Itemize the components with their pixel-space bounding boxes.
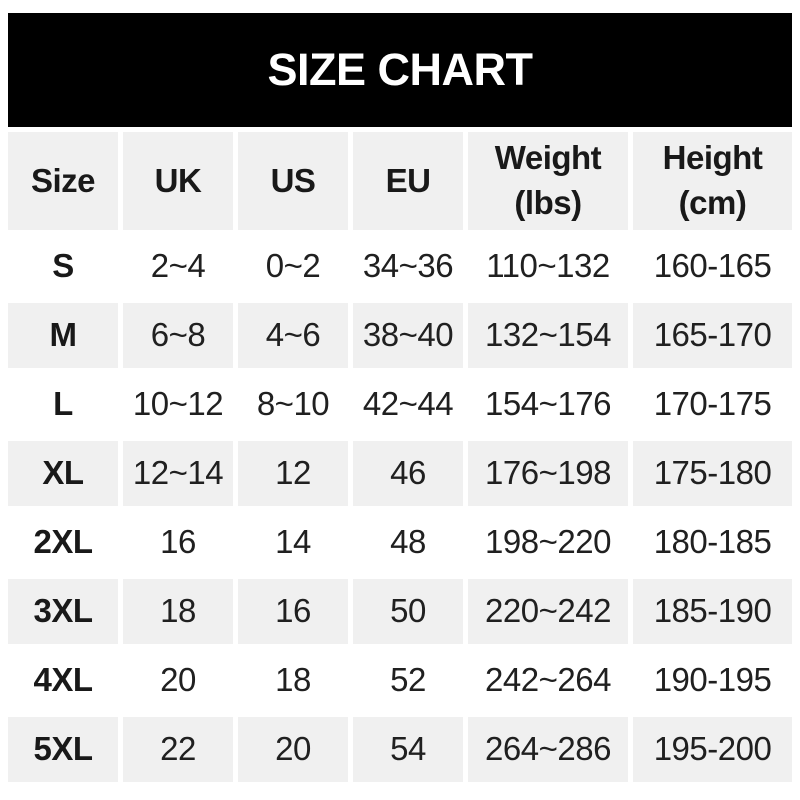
- cell-4xl-height-cm: 190-195: [633, 648, 792, 713]
- row-label-2xl: 2XL: [8, 510, 118, 575]
- cell-5xl-us: 20: [238, 717, 348, 782]
- cell-s-us: 0~2: [238, 234, 348, 299]
- row-label-s: S: [8, 234, 118, 299]
- cell-xl-weight-lbs: 176~198: [468, 441, 628, 506]
- column-header-height-cm: Height (cm): [633, 132, 792, 230]
- row-label-m: M: [8, 303, 118, 368]
- cell-2xl-height-cm: 180-185: [633, 510, 792, 575]
- cell-xl-eu: 46: [353, 441, 463, 506]
- cell-s-uk: 2~4: [123, 234, 233, 299]
- cell-3xl-weight-lbs: 220~242: [468, 579, 628, 644]
- cell-3xl-height-cm: 185-190: [633, 579, 792, 644]
- column-header-uk: UK: [123, 132, 233, 230]
- cell-5xl-weight-lbs: 264~286: [468, 717, 628, 782]
- cell-m-weight-lbs: 132~154: [468, 303, 628, 368]
- cell-5xl-height-cm: 195-200: [633, 717, 792, 782]
- cell-4xl-weight-lbs: 242~264: [468, 648, 628, 713]
- cell-l-weight-lbs: 154~176: [468, 372, 628, 437]
- row-label-5xl: 5XL: [8, 717, 118, 782]
- size-chart-title: SIZE CHART: [267, 44, 534, 95]
- cell-l-uk: 10~12: [123, 372, 233, 437]
- cell-xl-uk: 12~14: [123, 441, 233, 506]
- cell-m-eu: 38~40: [353, 303, 463, 368]
- row-label-4xl: 4XL: [8, 648, 118, 713]
- cell-2xl-eu: 48: [353, 510, 463, 575]
- cell-3xl-us: 16: [238, 579, 348, 644]
- cell-l-height-cm: 170-175: [633, 372, 792, 437]
- cell-s-eu: 34~36: [353, 234, 463, 299]
- size-chart-page: SIZE CHART Size UK US EU Weight (lbs) Height …: [8, 13, 792, 782]
- row-label-xl: XL: [8, 441, 118, 506]
- cell-m-uk: 6~8: [123, 303, 233, 368]
- cell-4xl-us: 18: [238, 648, 348, 713]
- cell-4xl-eu: 52: [353, 648, 463, 713]
- column-header-us: US: [238, 132, 348, 230]
- cell-l-us: 8~10: [238, 372, 348, 437]
- cell-xl-us: 12: [238, 441, 348, 506]
- column-header-weight-lbs: Weight (lbs): [468, 132, 628, 230]
- row-label-3xl: 3XL: [8, 579, 118, 644]
- cell-xl-height-cm: 175-180: [633, 441, 792, 506]
- cell-5xl-eu: 54: [353, 717, 463, 782]
- cell-2xl-us: 14: [238, 510, 348, 575]
- cell-m-us: 4~6: [238, 303, 348, 368]
- size-chart-banner: SIZE CHART: [8, 13, 792, 127]
- cell-2xl-uk: 16: [123, 510, 233, 575]
- size-table: Size UK US EU Weight (lbs) Height (cm) S 2~4 0~2…: [8, 132, 792, 782]
- column-header-size: Size: [8, 132, 118, 230]
- cell-s-height-cm: 160-165: [633, 234, 792, 299]
- cell-3xl-uk: 18: [123, 579, 233, 644]
- row-label-l: L: [8, 372, 118, 437]
- cell-3xl-eu: 50: [353, 579, 463, 644]
- cell-s-weight-lbs: 110~132: [468, 234, 628, 299]
- cell-4xl-uk: 20: [123, 648, 233, 713]
- cell-l-eu: 42~44: [353, 372, 463, 437]
- cell-5xl-uk: 22: [123, 717, 233, 782]
- cell-2xl-weight-lbs: 198~220: [468, 510, 628, 575]
- cell-m-height-cm: 165-170: [633, 303, 792, 368]
- column-header-eu: EU: [353, 132, 463, 230]
